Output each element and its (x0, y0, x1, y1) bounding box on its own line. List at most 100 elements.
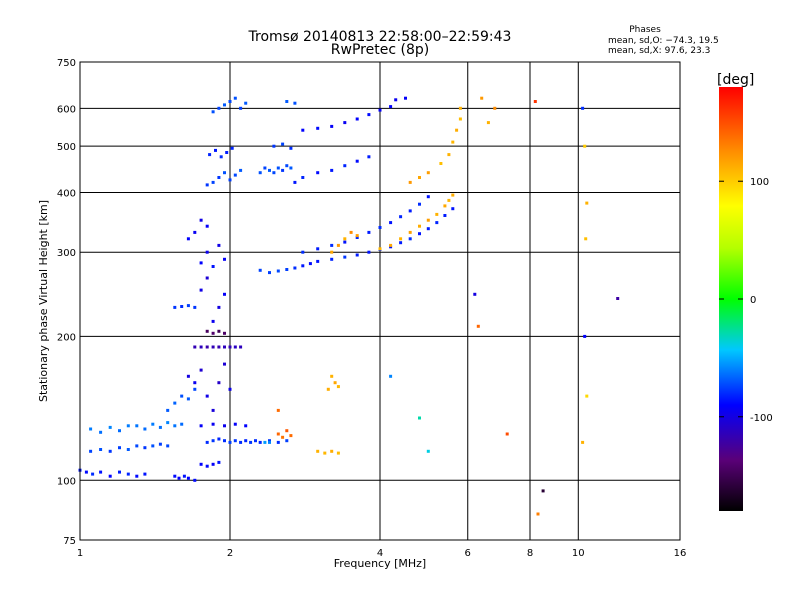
data-point (404, 96, 407, 100)
data-point (378, 247, 382, 251)
data-point (330, 449, 334, 453)
data-point (394, 98, 398, 102)
data-point (211, 180, 215, 184)
x-tick-label: 2 (227, 548, 233, 559)
data-point (205, 464, 209, 468)
data-point (268, 440, 271, 444)
data-point (193, 305, 197, 309)
data-point (186, 237, 190, 241)
y-tick-label: 750 (57, 58, 76, 69)
data-point (199, 462, 203, 466)
data-point (205, 224, 209, 228)
data-point (258, 440, 262, 444)
data-point (458, 106, 462, 110)
data-point (355, 236, 359, 239)
data-point (326, 387, 330, 391)
data-points (78, 96, 620, 516)
data-point (293, 101, 297, 105)
data-point (408, 237, 412, 241)
data-point (233, 439, 237, 443)
chart-subtitle: RwPretec (8p) (331, 42, 429, 58)
data-point (367, 113, 371, 117)
data-point (476, 324, 480, 328)
data-point (166, 408, 170, 412)
data-point (333, 381, 337, 385)
data-point (355, 234, 359, 238)
data-point (151, 444, 155, 448)
colorbar-ticks: 100 0 -100 (719, 177, 773, 424)
data-point (426, 227, 430, 231)
data-point (426, 449, 430, 453)
data-point (285, 164, 289, 168)
data-point (389, 374, 393, 378)
data-point (254, 439, 257, 443)
data-point (223, 362, 226, 366)
data-point (135, 444, 139, 448)
data-point (541, 489, 545, 493)
data-point (205, 329, 209, 333)
data-point (126, 448, 130, 451)
data-point (239, 106, 243, 110)
data-point (199, 345, 203, 349)
data-point (223, 345, 226, 349)
data-point (316, 171, 320, 175)
data-point (336, 451, 340, 455)
data-point (355, 117, 359, 121)
data-point (408, 209, 412, 213)
data-point (99, 470, 103, 474)
data-point (276, 408, 280, 412)
stats-x-line: mean, sd,X: 97.6, 23.3 (608, 46, 710, 56)
data-point (211, 110, 215, 114)
data-point (583, 144, 587, 148)
data-point (217, 381, 221, 385)
data-point (426, 171, 430, 175)
data-point (378, 108, 382, 112)
y-tick-label: 200 (57, 332, 76, 343)
data-point (193, 381, 197, 385)
data-point (301, 176, 305, 179)
data-point (451, 193, 455, 197)
data-point (223, 331, 226, 335)
data-point (166, 444, 170, 448)
data-point (135, 474, 139, 478)
grid-layer (80, 62, 680, 540)
data-point (158, 425, 162, 429)
data-point (584, 237, 588, 241)
data-point (239, 168, 243, 172)
data-point (355, 159, 359, 163)
data-point (91, 472, 95, 476)
data-point (323, 451, 327, 455)
data-point (268, 271, 271, 275)
data-point (272, 171, 276, 175)
data-point (308, 262, 312, 266)
data-point (193, 345, 197, 349)
data-point (135, 424, 139, 428)
x-tick-label: 8 (527, 548, 533, 559)
data-point (166, 421, 170, 425)
data-point (473, 292, 477, 296)
data-point (505, 432, 509, 436)
data-point (108, 474, 112, 478)
data-point (389, 243, 393, 247)
data-point (285, 439, 289, 443)
data-point (158, 442, 162, 446)
data-point (330, 257, 334, 261)
data-point (581, 106, 585, 110)
data-point (217, 460, 221, 464)
data-point (205, 345, 209, 349)
data-point (199, 218, 203, 222)
data-point (447, 198, 451, 202)
data-point (193, 387, 197, 391)
data-point (458, 117, 462, 121)
data-point (223, 424, 226, 428)
chart-title: Tromsø 20140813 22:58:00–22:59:43 (248, 29, 512, 45)
data-point (89, 427, 93, 431)
data-point (205, 440, 209, 444)
data-point (186, 374, 190, 378)
data-point (217, 305, 221, 309)
data-point (193, 478, 197, 482)
data-point (173, 424, 177, 428)
data-point (408, 230, 412, 234)
x-tick-label: 10 (572, 548, 585, 559)
data-point (367, 155, 371, 159)
